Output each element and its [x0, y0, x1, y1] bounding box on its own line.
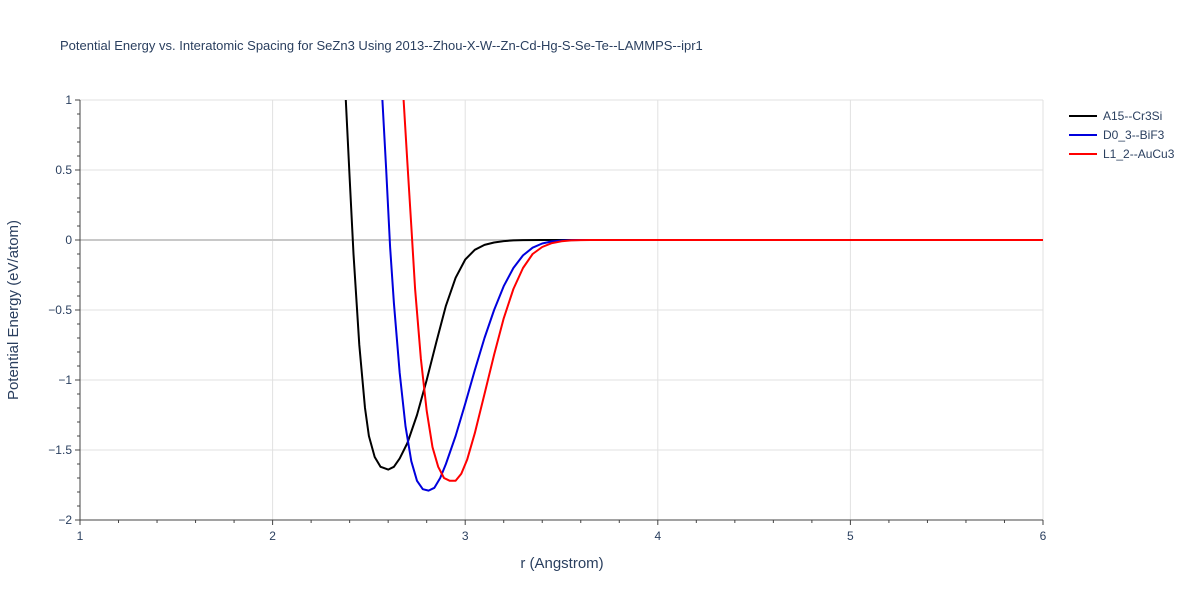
series-layer — [344, 100, 1043, 492]
legend-item[interactable]: D0_3--BiF3 — [1069, 128, 1165, 142]
x-tick-label: 2 — [269, 529, 276, 543]
x-tick-label: 3 — [462, 529, 469, 543]
y-axis-title: Potential Energy (eV/atom) — [5, 220, 22, 400]
x-axis-title: r (Angstrom) — [520, 555, 603, 572]
y-tick-label: 1 — [65, 93, 72, 107]
legend[interactable]: A15--Cr3Si D0_3--BiF3 L1_2--AuCu3 — [1069, 109, 1175, 161]
axes — [75, 99, 1044, 525]
y-tick-label: 0.5 — [55, 163, 72, 177]
legend-item[interactable]: A15--Cr3Si — [1069, 109, 1162, 123]
y-tick-label: 0 — [65, 233, 72, 247]
series-line — [344, 100, 1043, 471]
x-tick-label: 1 — [77, 529, 84, 543]
legend-label: A15--Cr3Si — [1103, 109, 1162, 123]
x-tick-label: 5 — [847, 529, 854, 543]
x-tick-label: 6 — [1040, 529, 1047, 543]
y-tick-label: −1.5 — [48, 443, 72, 457]
chart-title: Potential Energy vs. Interatomic Spacing… — [60, 38, 703, 53]
legend-label: D0_3--BiF3 — [1103, 128, 1165, 142]
x-tick-label: 4 — [654, 529, 661, 543]
y-tick-labels: 1 0.5 0 −0.5 −1 −1.5 −2 — [48, 93, 72, 527]
legend-item[interactable]: L1_2--AuCu3 — [1069, 147, 1175, 161]
legend-label: L1_2--AuCu3 — [1103, 147, 1175, 161]
y-tick-label: −1 — [58, 373, 72, 387]
y-tick-label: −0.5 — [48, 303, 72, 317]
y-tick-label: −2 — [58, 513, 72, 527]
x-tick-labels: 1 2 3 4 5 6 — [77, 529, 1047, 543]
series-line — [402, 100, 1043, 482]
